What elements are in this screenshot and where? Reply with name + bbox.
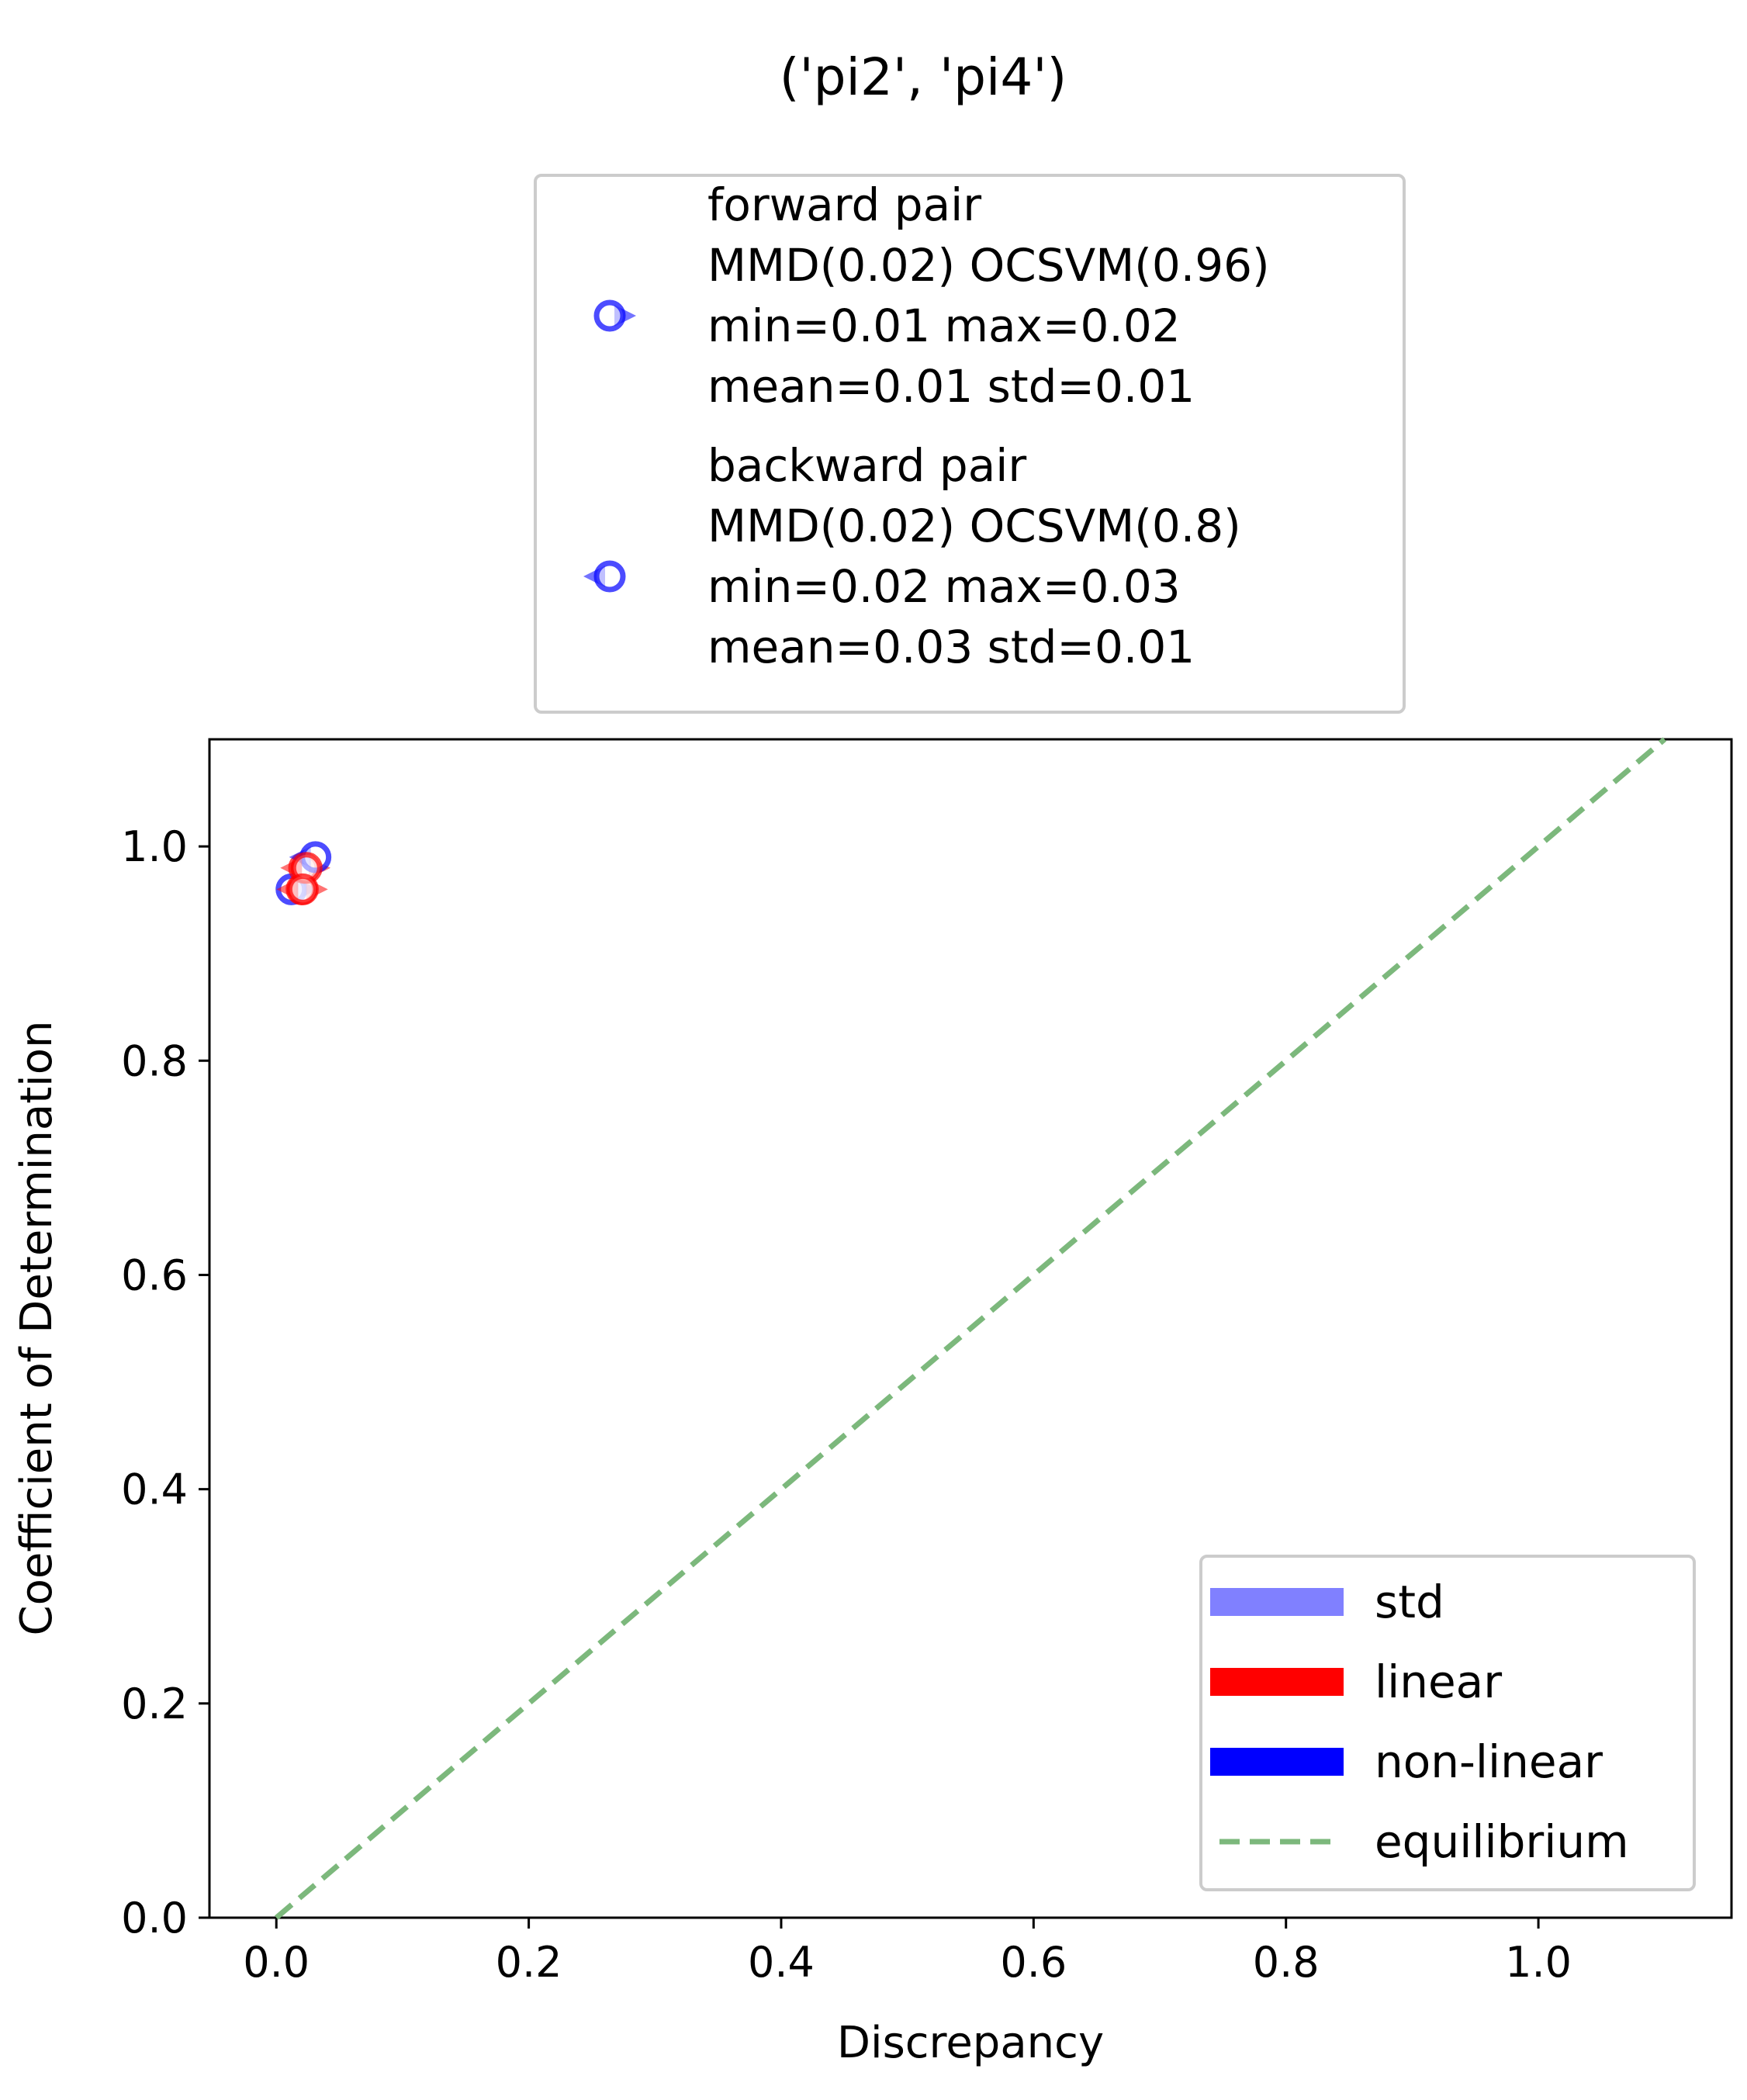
legend-label: equilibrium: [1375, 1815, 1629, 1868]
model-legend-entry: std: [1210, 1576, 1444, 1628]
x-tick-label: 0.0: [243, 1938, 310, 1987]
model-legend-frame: [1199, 1555, 1696, 1891]
series-legend-marker-circle: [593, 299, 626, 332]
legend-swatch: [1210, 1588, 1344, 1616]
model-legend-entry: linear: [1210, 1655, 1502, 1708]
series-legend-text-line: MMD(0.02) OCSVM(0.96): [707, 239, 1270, 292]
x-axis-label: Discrepancy: [837, 2018, 1104, 2068]
model-legend-entry: equilibrium: [1219, 1815, 1629, 1868]
equilibrium-line: [274, 737, 1667, 1920]
x-tick-label: 0.6: [1000, 1938, 1067, 1987]
y-axis-label: Coefficient of Determination: [12, 1021, 62, 1636]
x-tick-label: 0.2: [496, 1938, 562, 1987]
y-tick-label: 1.0: [121, 822, 188, 871]
series-legend-text-line: backward pair: [707, 439, 1026, 492]
series-legend-text-line: forward pair: [707, 178, 981, 231]
legend-label: linear: [1375, 1655, 1502, 1708]
y-axis: 0.0 0.2 0.4 0.6 0.8 1.0: [121, 822, 209, 1943]
series-legend-entry: backward pair MMD(0.02) OCSVM(0.8) min=0.0…: [583, 439, 1241, 673]
y-tick-label: 0.4: [121, 1465, 188, 1514]
legend-swatch: [1210, 1748, 1344, 1776]
series-legend-text-line: min=0.02 max=0.03: [707, 560, 1181, 613]
y-tick-label: 0.0: [121, 1894, 188, 1943]
series-legend-text-line: mean=0.03 std=0.01: [707, 621, 1195, 673]
plot-marks: [274, 737, 1667, 1920]
model-legend-entry: non-linear: [1210, 1735, 1603, 1788]
y-tick-label: 0.8: [121, 1036, 188, 1085]
y-tick-label: 0.6: [121, 1251, 188, 1299]
legend-swatch: [1210, 1668, 1344, 1696]
legend-label: non-linear: [1375, 1735, 1603, 1788]
x-tick-label: 0.8: [1253, 1938, 1320, 1987]
legend-label: std: [1375, 1576, 1444, 1628]
series-legend-marker-circle: [593, 560, 626, 593]
data-point-circle: [286, 873, 319, 905]
series-legend: forward pair MMD(0.02) OCSVM(0.96) min=0.0…: [534, 174, 1406, 714]
series-legend-text-line: mean=0.01 std=0.01: [707, 360, 1195, 413]
series-legend-text-line: MMD(0.02) OCSVM(0.8): [707, 500, 1241, 552]
chart-title: ('pi2', 'pi4'): [780, 47, 1067, 107]
series-legend-text-line: min=0.01 max=0.02: [707, 299, 1181, 352]
x-tick-label: 0.4: [748, 1938, 815, 1987]
series-legend-entry: forward pair MMD(0.02) OCSVM(0.96) min=0.0…: [593, 178, 1270, 413]
series-legend-frame: [534, 174, 1406, 714]
y-tick-label: 0.2: [121, 1680, 188, 1728]
x-axis: 0.0 0.2 0.4 0.6 0.8 1.0: [243, 1918, 1572, 1987]
x-tick-label: 1.0: [1505, 1938, 1572, 1987]
data-point: [276, 873, 319, 905]
model-legend: std linear non-linear equilibrium: [1199, 1555, 1696, 1891]
